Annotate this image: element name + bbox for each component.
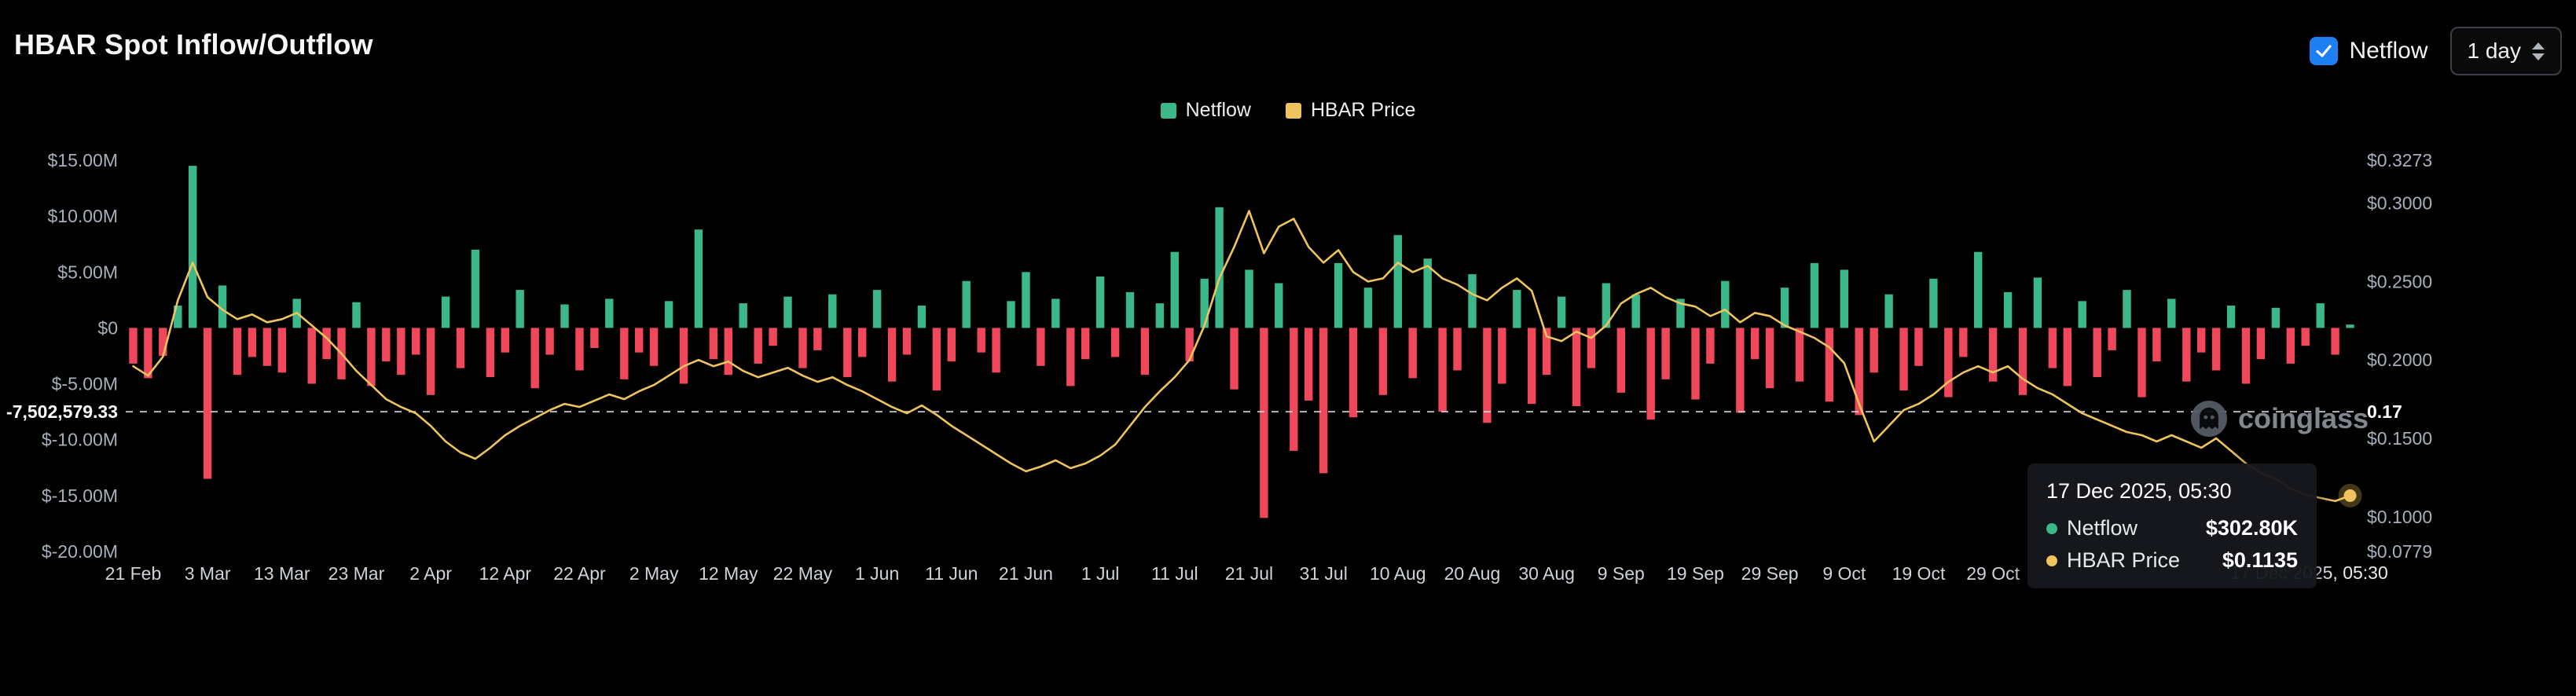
svg-text:29 Oct: 29 Oct [1966, 563, 2020, 584]
svg-text:$0.3000: $0.3000 [2367, 193, 2432, 214]
tooltip-date: 17 Dec 2025, 05:30 [2046, 479, 2232, 503]
svg-text:$0.2000: $0.2000 [2367, 350, 2432, 370]
svg-text:$0.0779: $0.0779 [2367, 541, 2432, 562]
svg-text:$0: $0 [97, 317, 118, 338]
tooltip-label-hbar-price: HBAR Price [2067, 548, 2181, 572]
svg-text:2 Apr: 2 Apr [409, 563, 452, 584]
svg-text:23 Mar: 23 Mar [328, 563, 385, 584]
svg-text:10 Aug: 10 Aug [1370, 563, 1426, 584]
svg-text:2 May: 2 May [629, 563, 679, 584]
svg-text:$0.1500: $0.1500 [2367, 428, 2432, 449]
svg-text:30 Aug: 30 Aug [1518, 563, 1575, 584]
coinglass-logo-icon [2191, 401, 2227, 437]
svg-text:$10.00M: $10.00M [47, 206, 118, 226]
right-axis-labels: $0.3273 $0.3000 $0.2500 $0.2000 $0.1500 $0.10… [2367, 150, 2432, 562]
hbar-price-marker-icon [2046, 555, 2057, 566]
netflow-toggle-label: Netflow [2349, 38, 2428, 64]
svg-text:11 Jun: 11 Jun [925, 563, 978, 584]
netflow-checkbox[interactable] [2310, 37, 2339, 65]
svg-text:0.17: 0.17 [2367, 401, 2402, 422]
watermark: coinglass [2191, 401, 2369, 437]
interval-select[interactable]: 1 day [2449, 27, 2562, 75]
svg-text:19 Sep: 19 Sep [1667, 563, 1724, 584]
tooltip-row-netflow: Netflow $302.80K [2046, 516, 2298, 540]
tooltip: 17 Dec 2025, 05:30 Netflow $302.80K HBAR… [2027, 463, 2317, 588]
tooltip-label-netflow: Netflow [2067, 516, 2138, 540]
svg-text:$15.00M: $15.00M [47, 150, 118, 170]
svg-text:21 Jun: 21 Jun [999, 563, 1053, 584]
svg-text:-7,502,579.33: -7,502,579.33 [6, 401, 118, 422]
netflow-marker-icon [2046, 522, 2057, 534]
price-end-dot [2343, 489, 2357, 502]
left-axis-labels: $15.00M $10.00M $5.00M $0 $-5.00M $-10.00M $-1… [42, 150, 118, 562]
updown-chevron-icon [2532, 42, 2545, 60]
svg-text:$5.00M: $5.00M [57, 262, 118, 282]
svg-text:21 Jul: 21 Jul [1225, 563, 1273, 584]
svg-text:$-10.00M: $-10.00M [42, 430, 118, 450]
header-controls: Netflow 1 day [2310, 27, 2562, 75]
tooltip-row-hbar-price: HBAR Price $0.1135 [2046, 548, 2298, 573]
svg-text:12 Apr: 12 Apr [479, 563, 532, 584]
svg-text:13 Mar: 13 Mar [254, 563, 310, 584]
tooltip-value-netflow: $302.80K [2205, 516, 2298, 540]
legend-item-netflow[interactable]: Netflow [1160, 99, 1251, 122]
svg-text:29 Sep: 29 Sep [1741, 563, 1799, 584]
svg-text:$-20.00M: $-20.00M [42, 541, 118, 562]
svg-text:$0.3273: $0.3273 [2367, 150, 2432, 170]
svg-text:$-15.00M: $-15.00M [42, 485, 118, 506]
svg-text:19 Oct: 19 Oct [1892, 563, 1946, 584]
svg-text:31 Jul: 31 Jul [1299, 563, 1347, 584]
svg-text:21 Feb: 21 Feb [105, 563, 162, 584]
hbar-price-line [132, 210, 2351, 503]
svg-text:22 May: 22 May [773, 563, 833, 584]
legend: Netflow HBAR Price [0, 99, 2576, 122]
svg-text:3 Mar: 3 Mar [185, 563, 231, 584]
legend-item-hbar-price[interactable]: HBAR Price [1286, 99, 1415, 122]
svg-text:9 Oct: 9 Oct [1822, 563, 1866, 584]
legend-label-hbar-price: HBAR Price [1311, 99, 1416, 121]
svg-text:$0.1000: $0.1000 [2367, 507, 2432, 527]
svg-text:9 Sep: 9 Sep [1598, 563, 1645, 584]
tooltip-value-hbar-price: $0.1135 [2222, 548, 2298, 572]
netflow-toggle[interactable]: Netflow [2310, 37, 2428, 65]
legend-label-netflow: Netflow [1185, 99, 1251, 121]
page-title: HBAR Spot Inflow/Outflow [14, 28, 373, 60]
interval-select-value: 1 day [2467, 38, 2522, 63]
svg-text:22 Apr: 22 Apr [553, 563, 606, 584]
svg-text:1 Jun: 1 Jun [855, 563, 899, 584]
netflow-swatch-icon [1160, 102, 1176, 119]
hbar-price-swatch-icon [1286, 102, 1301, 119]
svg-text:1 Jul: 1 Jul [1081, 563, 1120, 584]
svg-text:$-5.00M: $-5.00M [52, 374, 118, 394]
svg-text:12 May: 12 May [699, 563, 758, 584]
svg-text:20 Aug: 20 Aug [1444, 563, 1501, 584]
svg-text:$0.2500: $0.2500 [2367, 271, 2432, 291]
netflow-bars [129, 166, 2354, 518]
x-axis-labels: 21 Feb 3 Mar 13 Mar 23 Mar 2 Apr 12 Apr 22 Apr… [105, 563, 2020, 584]
check-icon [2316, 45, 2332, 57]
svg-text:11 Jul: 11 Jul [1151, 563, 1198, 584]
watermark-text: coinglass [2238, 402, 2369, 434]
